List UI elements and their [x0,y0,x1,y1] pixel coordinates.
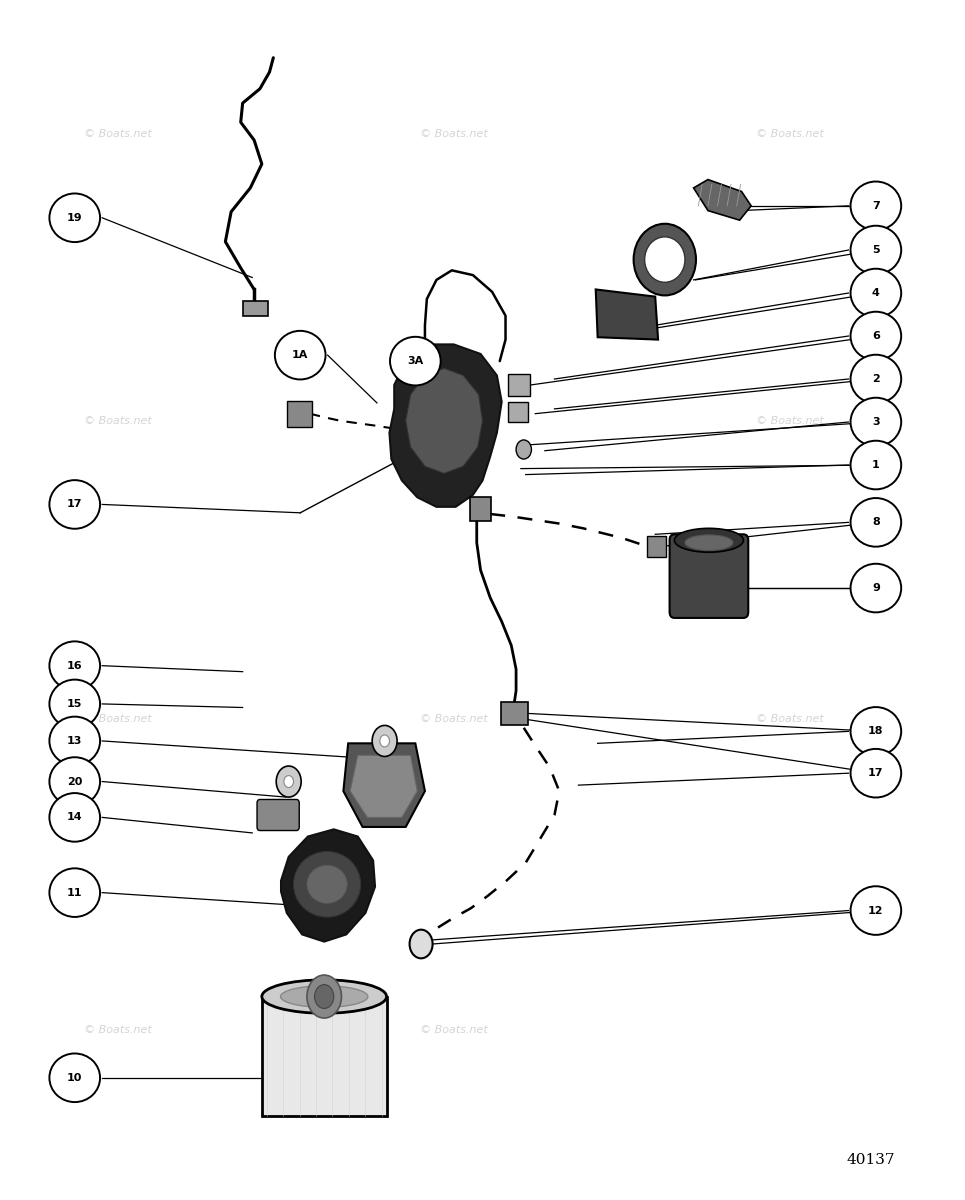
Ellipse shape [49,757,100,806]
Text: © Boats.net: © Boats.net [420,714,487,725]
Circle shape [409,930,432,959]
Text: 1A: 1A [292,350,309,360]
Ellipse shape [850,498,901,547]
Ellipse shape [850,564,901,612]
Text: 15: 15 [67,698,82,709]
Text: 12: 12 [868,906,884,916]
Ellipse shape [850,440,901,490]
Ellipse shape [49,716,100,766]
FancyBboxPatch shape [287,401,312,427]
Text: © Boats.net: © Boats.net [84,1025,152,1034]
FancyBboxPatch shape [670,534,748,618]
Text: 9: 9 [872,583,880,593]
Circle shape [372,726,398,756]
Ellipse shape [293,852,361,917]
FancyBboxPatch shape [647,535,666,557]
Ellipse shape [850,226,901,275]
Circle shape [516,440,532,460]
Text: 14: 14 [67,812,83,822]
Circle shape [380,734,390,746]
Text: © Boats.net: © Boats.net [420,416,487,426]
FancyBboxPatch shape [509,374,530,396]
FancyBboxPatch shape [501,702,528,726]
Circle shape [276,766,301,797]
Ellipse shape [850,355,901,403]
Text: 40137: 40137 [846,1153,896,1168]
Text: © Boats.net: © Boats.net [420,130,487,139]
Ellipse shape [275,331,325,379]
Text: 20: 20 [67,776,82,786]
Text: © Boats.net: © Boats.net [756,416,823,426]
Text: 6: 6 [872,331,880,341]
Text: 16: 16 [67,661,83,671]
Ellipse shape [49,480,100,529]
Ellipse shape [850,312,901,360]
Text: © Boats.net: © Boats.net [756,714,823,725]
Text: 13: 13 [67,736,82,746]
Text: 11: 11 [67,888,82,898]
Ellipse shape [390,337,441,385]
Ellipse shape [634,223,696,295]
Polygon shape [405,368,482,473]
Polygon shape [281,829,375,942]
FancyBboxPatch shape [470,497,491,521]
Circle shape [284,775,293,787]
Polygon shape [344,743,425,827]
Text: © Boats.net: © Boats.net [84,416,152,426]
Text: 8: 8 [872,517,880,527]
Text: © Boats.net: © Boats.net [756,130,823,139]
Text: 17: 17 [67,499,82,510]
Ellipse shape [307,865,347,904]
FancyBboxPatch shape [262,996,387,1116]
Text: 18: 18 [868,726,884,737]
Polygon shape [390,344,502,506]
Text: 5: 5 [872,245,880,256]
Ellipse shape [49,793,100,841]
Text: © Boats.net: © Boats.net [84,130,152,139]
Text: 4: 4 [872,288,880,298]
FancyBboxPatch shape [509,402,528,422]
Text: 1: 1 [872,460,880,470]
Ellipse shape [850,269,901,317]
Ellipse shape [49,193,100,242]
Text: 3A: 3A [407,356,424,366]
Ellipse shape [685,535,732,551]
Text: 10: 10 [67,1073,82,1082]
Ellipse shape [645,236,685,282]
Circle shape [315,985,334,1008]
Ellipse shape [49,1054,100,1102]
Polygon shape [694,180,751,220]
Ellipse shape [850,181,901,230]
FancyBboxPatch shape [257,799,299,830]
Ellipse shape [850,397,901,446]
Circle shape [307,976,342,1018]
Text: 7: 7 [872,200,880,211]
Ellipse shape [675,528,743,552]
Text: © Boats.net: © Boats.net [84,714,152,725]
Text: 3: 3 [872,418,880,427]
Ellipse shape [262,980,387,1013]
Ellipse shape [850,887,901,935]
Ellipse shape [49,679,100,728]
Polygon shape [595,289,658,340]
Ellipse shape [850,707,901,756]
Ellipse shape [49,641,100,690]
Ellipse shape [49,869,100,917]
Text: 2: 2 [872,374,880,384]
Text: 17: 17 [868,768,884,778]
Text: 19: 19 [67,212,83,223]
Text: © Boats.net: © Boats.net [420,1025,487,1034]
FancyBboxPatch shape [242,301,267,316]
Polygon shape [350,755,417,817]
Ellipse shape [850,749,901,798]
Ellipse shape [281,986,368,1007]
